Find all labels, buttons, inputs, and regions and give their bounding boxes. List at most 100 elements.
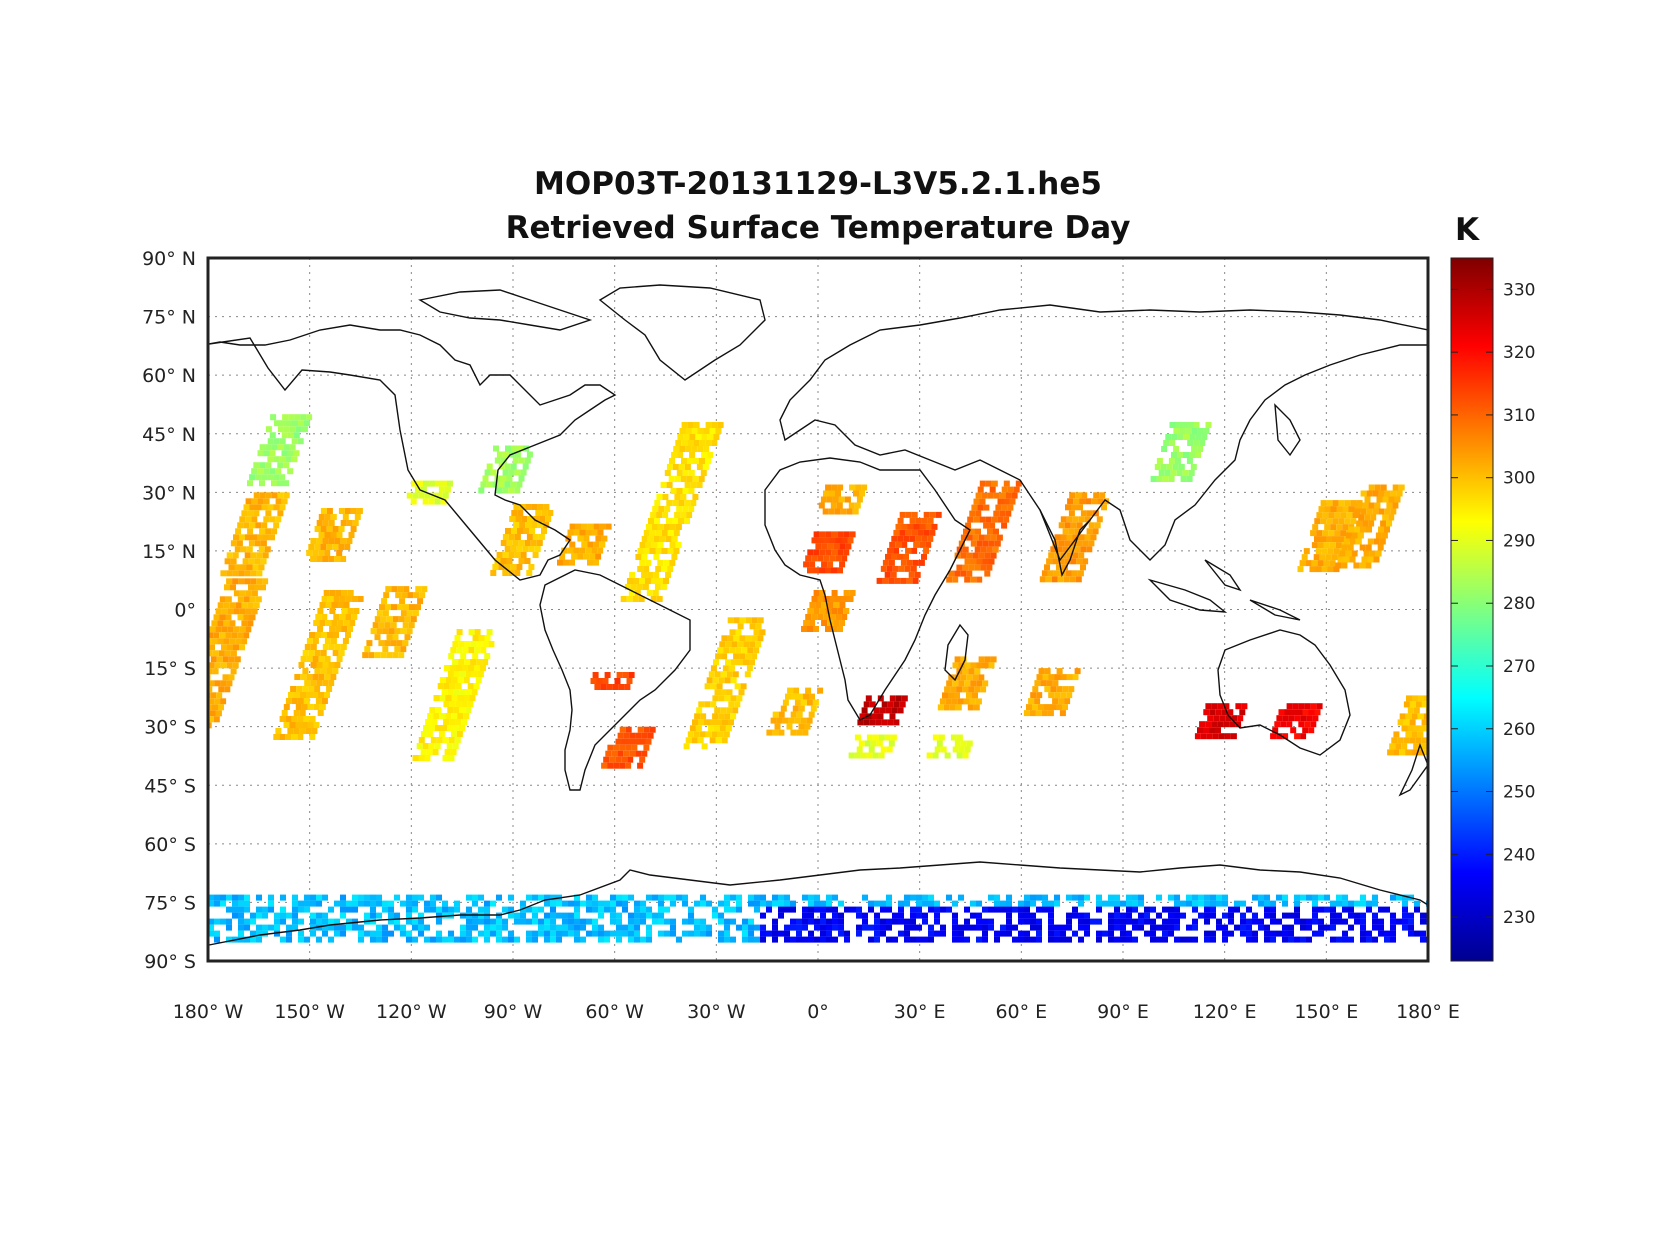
data-cell	[1330, 506, 1337, 513]
data-cell	[645, 578, 651, 584]
data-cell	[1186, 900, 1192, 907]
data-cell	[1205, 703, 1212, 710]
data-cell	[624, 584, 631, 590]
data-cell	[1336, 894, 1342, 901]
data-cell	[1328, 530, 1335, 537]
data-cell	[1362, 520, 1369, 527]
data-cell	[645, 542, 652, 548]
data-cell	[713, 659, 719, 666]
data-cell	[699, 440, 706, 446]
data-cell	[1417, 713, 1424, 720]
data-cell	[214, 698, 221, 705]
data-cell	[210, 656, 217, 663]
data-cell	[323, 590, 330, 596]
data-cell	[1372, 894, 1378, 901]
data-cell	[239, 534, 245, 541]
data-cell	[220, 662, 227, 669]
data-cell	[1102, 900, 1108, 907]
data-cell	[814, 894, 820, 901]
data-cell	[1347, 544, 1354, 551]
data-cell	[220, 698, 227, 705]
data-cell	[817, 596, 824, 602]
data-cell	[934, 918, 940, 925]
data-cell	[267, 438, 274, 445]
data-cell	[672, 464, 679, 470]
data-cell	[1378, 906, 1384, 913]
data-cell	[453, 725, 459, 731]
data-cell	[813, 549, 820, 556]
data-cell	[255, 596, 262, 603]
data-cell	[208, 668, 213, 675]
data-cell	[856, 496, 863, 503]
data-cell	[404, 634, 411, 641]
data-cell	[872, 734, 879, 741]
data-cell	[770, 717, 777, 724]
data-cell	[733, 653, 740, 660]
data-cell	[311, 728, 318, 734]
data-cell	[976, 540, 983, 547]
data-cell	[293, 710, 300, 716]
data-cell	[622, 930, 628, 937]
data-cell	[863, 701, 870, 708]
data-cell	[706, 924, 712, 931]
data-cell	[420, 486, 427, 493]
data-cell	[1352, 512, 1359, 519]
data-cell	[641, 572, 648, 578]
data-cell	[817, 555, 824, 562]
data-cell	[1239, 709, 1246, 716]
data-cell	[1000, 930, 1006, 937]
data-cell	[504, 481, 511, 488]
data-cell	[657, 560, 664, 566]
data-cell	[1096, 894, 1102, 901]
data-cell	[524, 540, 531, 546]
data-cell	[1314, 709, 1321, 716]
data-cell	[1209, 727, 1215, 734]
data-cell	[802, 729, 809, 736]
data-cell	[610, 912, 616, 919]
data-cell	[719, 641, 726, 648]
data-cell	[726, 671, 733, 678]
data-cell	[472, 918, 478, 925]
data-cell	[739, 653, 746, 660]
data-cell	[1187, 422, 1194, 428]
data-cell	[692, 494, 699, 500]
data-cell	[291, 438, 298, 445]
data-cell	[436, 936, 442, 943]
data-cell	[808, 711, 815, 718]
data-cell	[1084, 918, 1090, 925]
data-cell	[910, 936, 916, 943]
data-cell	[594, 684, 601, 690]
data-cell	[265, 426, 272, 433]
data-cell	[317, 626, 324, 632]
data-cell	[958, 746, 965, 753]
data-cell	[532, 930, 538, 937]
data-cell	[873, 707, 880, 714]
data-cell	[1402, 918, 1408, 925]
data-cell	[470, 641, 477, 647]
data-cell	[1204, 936, 1210, 943]
data-cell	[1402, 900, 1408, 907]
map-subtitle: Retrieved Surface Temperature Day	[505, 210, 1131, 246]
data-cell	[1246, 906, 1252, 913]
data-cell	[958, 936, 964, 943]
data-cell	[532, 552, 539, 558]
data-cell	[515, 516, 522, 522]
data-cell	[279, 456, 286, 463]
data-cell	[964, 576, 971, 583]
data-cell	[1282, 930, 1288, 937]
data-cell	[1312, 715, 1319, 722]
data-cell	[837, 626, 843, 632]
data-cell	[423, 725, 429, 731]
data-cell	[1430, 695, 1436, 701]
data-cell	[364, 900, 370, 907]
data-cell	[714, 689, 721, 696]
data-cell	[634, 900, 640, 907]
data-cell	[398, 616, 405, 623]
data-cell	[861, 484, 868, 491]
data-cell	[1066, 516, 1073, 523]
data-cell	[274, 930, 280, 937]
data-cell	[1078, 936, 1084, 943]
data-cell	[940, 746, 947, 753]
data-cell	[484, 930, 490, 937]
data-cell	[955, 704, 962, 711]
